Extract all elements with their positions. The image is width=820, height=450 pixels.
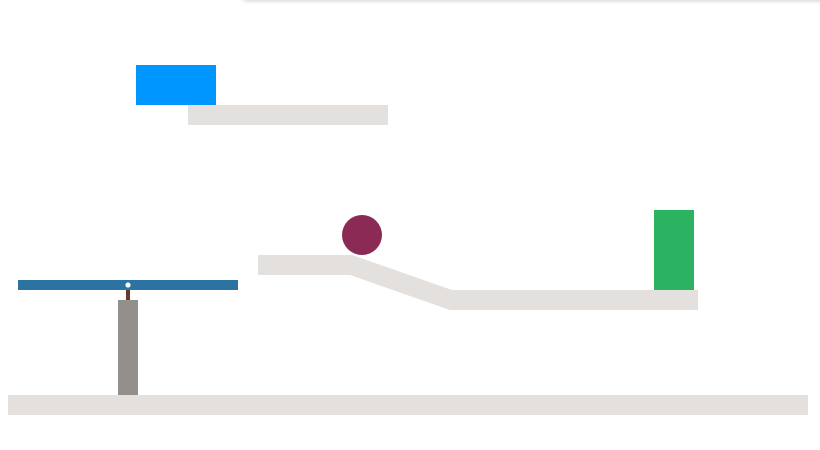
- goal-block[interactable]: [654, 210, 694, 290]
- seesaw-post: [118, 300, 138, 395]
- pivot-pin-icon: [124, 281, 132, 289]
- blue-block[interactable]: [136, 65, 216, 105]
- ball[interactable]: [342, 215, 382, 255]
- ground-platform: [8, 395, 808, 415]
- ramp-platform: [258, 255, 698, 310]
- pivot-connector: [126, 287, 130, 300]
- upper-shelf-platform: [188, 105, 388, 125]
